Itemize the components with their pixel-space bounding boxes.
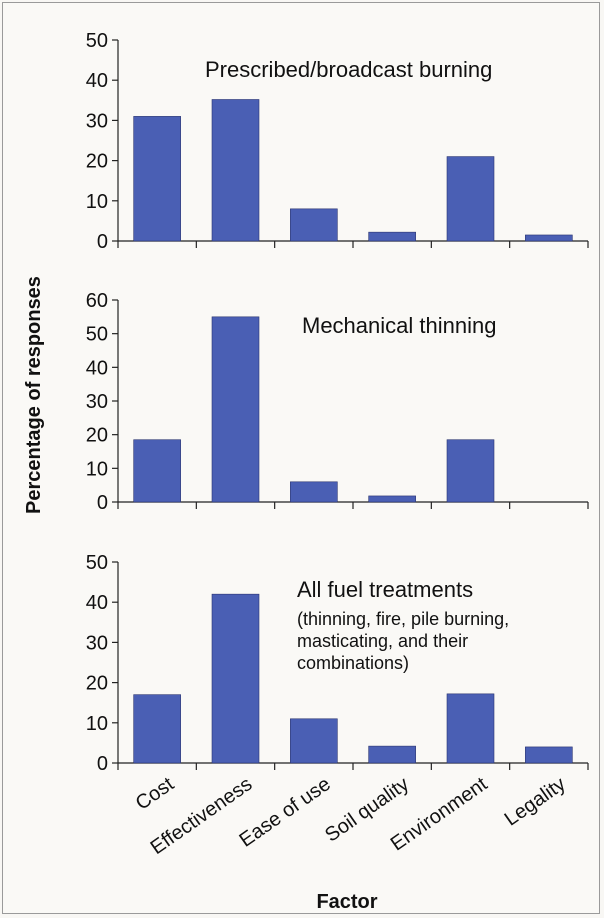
bar-environment-3 <box>446 693 495 764</box>
bar-cost-2 <box>133 439 181 503</box>
panel-subtitle-line: (thinning, fire, pile burning, <box>297 609 509 629</box>
y-tick-label: 0 <box>97 231 108 253</box>
y-tick-label: 40 <box>86 70 108 92</box>
y-tick-label: 40 <box>86 592 108 614</box>
bar-cost-3 <box>133 694 181 764</box>
bar-ease-of-use-3 <box>290 718 338 764</box>
panel-subtitle-line: combinations) <box>297 653 409 673</box>
y-tick-label: 0 <box>97 753 108 775</box>
y-tick-label: 50 <box>86 30 108 52</box>
panel-title: Prescribed/broadcast burning <box>205 57 492 82</box>
bar-soil-quality-3 <box>368 745 416 764</box>
y-tick-label: 30 <box>86 391 108 413</box>
y-tick-label: 30 <box>86 110 108 132</box>
x-axis-label: Factor <box>316 891 377 913</box>
y-tick-label: 10 <box>86 458 108 480</box>
y-tick-label: 0 <box>97 492 108 514</box>
y-tick-label: 40 <box>86 357 108 379</box>
bar-ease-of-use-1 <box>290 208 338 242</box>
y-tick-label: 50 <box>86 324 108 346</box>
bar-effectiveness-1 <box>211 99 260 242</box>
bar-effectiveness-3 <box>211 593 260 764</box>
bar-ease-of-use-2 <box>290 481 338 503</box>
x-category-label: Cost <box>132 773 179 815</box>
y-tick-label: 60 <box>86 290 108 312</box>
panel-subtitle-line: masticating, and their <box>297 631 468 651</box>
bar-legality-1 <box>525 234 573 242</box>
x-category-label: Legality <box>501 773 570 831</box>
bar-environment-2 <box>446 439 495 503</box>
y-tick-label: 10 <box>86 191 108 213</box>
y-tick-label: 20 <box>86 151 108 173</box>
bar-soil-quality-2 <box>368 495 416 503</box>
y-tick-label: 50 <box>86 552 108 574</box>
y-axis-label: Percentage of responses <box>23 276 45 514</box>
y-tick-label: 30 <box>86 632 108 654</box>
y-tick-label: 20 <box>86 673 108 695</box>
y-tick-label: 10 <box>86 713 108 735</box>
bar-soil-quality-1 <box>368 231 416 242</box>
bar-effectiveness-2 <box>211 316 260 503</box>
panel-title: Mechanical thinning <box>302 313 496 338</box>
y-tick-label: 20 <box>86 425 108 447</box>
bar-legality-3 <box>525 746 573 764</box>
bar-cost-1 <box>133 116 181 242</box>
bar-environment-1 <box>446 156 495 242</box>
panel-title: All fuel treatments <box>297 577 473 602</box>
